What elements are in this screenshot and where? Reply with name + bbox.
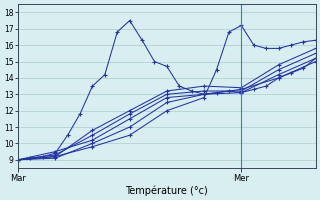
X-axis label: Température (°c): Température (°c)	[125, 185, 208, 196]
